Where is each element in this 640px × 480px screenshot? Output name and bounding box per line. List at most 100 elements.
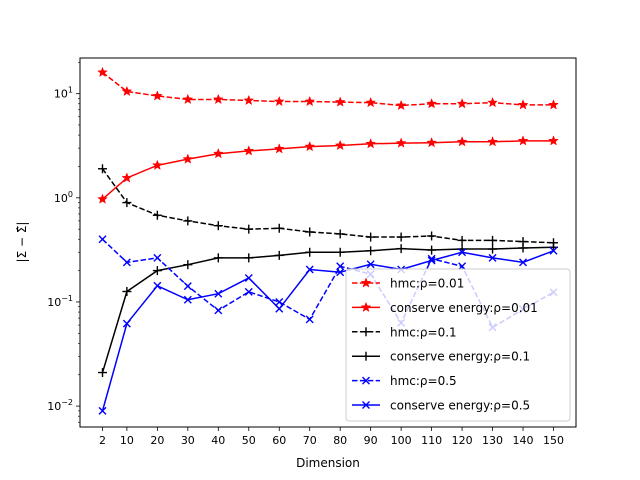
marker-plus — [366, 232, 376, 242]
marker-plus — [335, 247, 345, 257]
marker-x-b — [519, 258, 528, 267]
marker-x-b — [183, 295, 192, 304]
x-tick-label: 40 — [211, 434, 225, 447]
marker-star — [182, 93, 194, 105]
marker-plus — [122, 287, 132, 297]
marker-star — [395, 99, 407, 111]
marker-x-b — [488, 253, 497, 262]
marker-x-b — [153, 253, 162, 262]
marker-x — [153, 281, 162, 290]
marker-x — [549, 246, 558, 255]
marker-x-b — [305, 265, 314, 274]
marker-plus — [274, 223, 284, 233]
marker-plus — [213, 221, 223, 231]
series-1 — [97, 66, 559, 111]
legend-label: hmc:ρ=0.5 — [390, 374, 457, 388]
legend-entry: conserve energy:ρ=0.1 — [352, 350, 530, 364]
marker-x-b — [362, 376, 370, 385]
marker-x — [336, 262, 345, 271]
x-tick-label: 20 — [150, 434, 164, 447]
x-tick-label: 90 — [364, 434, 378, 447]
legend-entry: hmc:ρ=0.01 — [352, 277, 464, 291]
marker-x — [183, 295, 192, 304]
marker-plus — [122, 198, 132, 208]
legend-label: conserve energy:ρ=0.1 — [390, 350, 530, 364]
marker-star — [97, 66, 108, 78]
marker-plus — [98, 368, 107, 378]
marker-x-b — [427, 256, 436, 265]
marker-x — [458, 248, 467, 257]
marker-x — [98, 406, 107, 415]
marker-x-b — [305, 315, 314, 324]
x-tick-label: 60 — [272, 434, 286, 447]
legend-entry: hmc:ρ=0.5 — [352, 374, 457, 388]
legend-box — [345, 268, 571, 422]
marker-x-b — [153, 281, 162, 290]
marker-x-b — [98, 406, 107, 415]
marker-x-b — [275, 304, 284, 313]
marker-plus — [488, 244, 498, 254]
marker-star — [548, 99, 559, 110]
x-tick-label: 2 — [99, 434, 106, 447]
marker-x — [244, 287, 253, 296]
marker-star — [426, 137, 438, 148]
marker-star — [151, 159, 163, 170]
y-tick-label: 100 — [54, 190, 73, 205]
marker-plus — [518, 243, 528, 253]
marker-x-b — [336, 268, 345, 277]
marker-x — [305, 265, 314, 274]
y-axis: 10−2 10−1 100 101 — [47, 62, 80, 423]
marker-star — [273, 95, 285, 107]
marker-plus — [396, 232, 406, 242]
marker-plus — [183, 216, 193, 226]
marker-x — [244, 273, 253, 282]
marker-x-b — [122, 258, 131, 267]
marker-star — [456, 136, 468, 147]
marker-x-b — [366, 260, 375, 269]
marker-plus — [152, 210, 162, 220]
y-tick-label: 10−1 — [47, 294, 73, 309]
marker-plus — [361, 327, 371, 337]
legend-label: conserve energy:ρ=0.5 — [390, 399, 530, 413]
x-tick-label: 150 — [543, 434, 564, 447]
marker-x-b — [275, 297, 284, 306]
marker-plus — [366, 246, 376, 256]
marker-plus — [152, 266, 162, 276]
marker-star — [548, 135, 559, 146]
marker-plus — [427, 231, 437, 241]
series-6 — [98, 246, 558, 415]
marker-plus — [244, 253, 254, 263]
marker-x — [305, 315, 314, 324]
marker-star — [212, 148, 224, 159]
legend-label: hmc:ρ=0.1 — [390, 325, 457, 339]
marker-plus — [213, 253, 223, 263]
marker-star — [121, 172, 133, 183]
marker-star — [365, 138, 377, 149]
x-tick-label: 50 — [242, 434, 256, 447]
marker-star — [121, 85, 133, 97]
marker-plus — [274, 250, 284, 260]
series-line — [101, 250, 554, 412]
marker-plus — [361, 351, 371, 361]
marker-x — [488, 253, 497, 262]
marker-star — [426, 98, 438, 109]
marker-star — [212, 93, 224, 105]
marker-star — [360, 277, 372, 288]
marker-x — [366, 260, 375, 269]
y-axis-label: |Σ − Σ̂| — [15, 222, 29, 263]
marker-x-b — [458, 248, 467, 257]
x-axis-label: Dimension — [296, 456, 360, 470]
marker-x-b — [244, 287, 253, 296]
marker-plus — [427, 245, 437, 255]
marker-star — [517, 99, 529, 110]
x-tick-label: 110 — [421, 434, 442, 447]
marker-star — [456, 98, 468, 109]
legend-entry: hmc:ρ=0.1 — [352, 325, 457, 339]
x-tick-label: 80 — [333, 434, 347, 447]
marker-star — [304, 95, 316, 107]
marker-star — [97, 193, 108, 204]
marker-x — [214, 289, 223, 298]
marker-star — [151, 90, 163, 101]
x-tick-label: 130 — [482, 434, 503, 447]
x-tick-label: 120 — [452, 434, 473, 447]
